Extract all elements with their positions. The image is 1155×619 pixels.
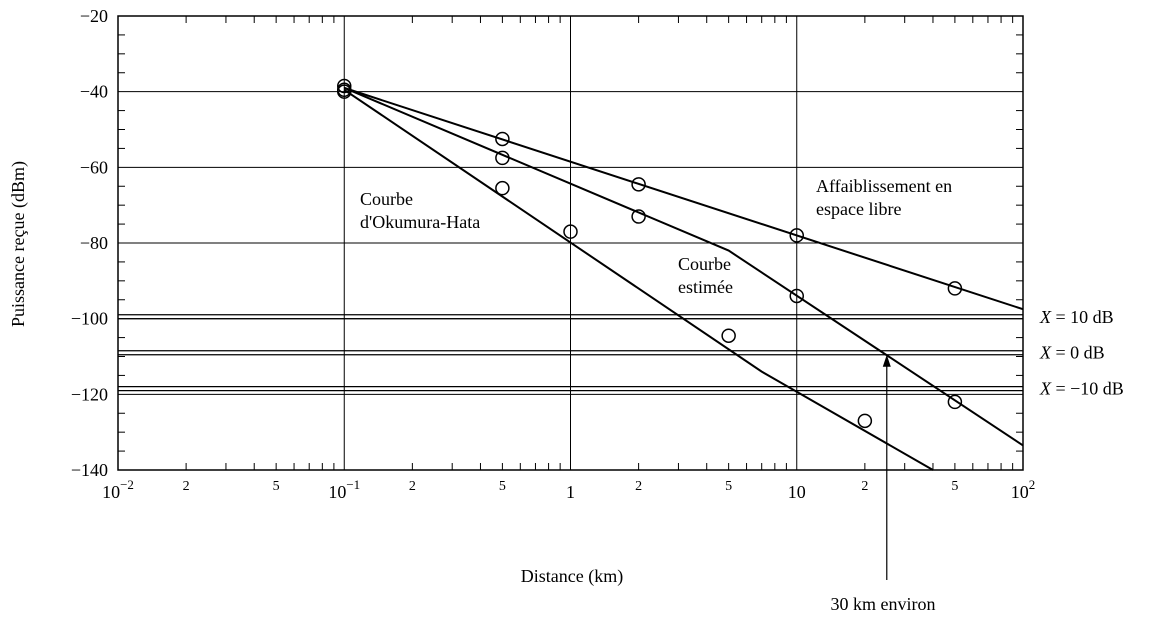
threshold-variable: X [1039,343,1052,363]
threshold-label: X = 10 dB [1039,307,1114,327]
x-minor-tick-label: 5 [951,479,958,494]
x-tick-label: 102 [1011,477,1036,502]
data-point [631,177,646,192]
x-minor-tick-label: 2 [409,479,416,494]
data-point [631,209,646,224]
threshold-value: = 0 dB [1051,343,1105,363]
threshold-value: = −10 dB [1051,379,1124,399]
series-label: Courbe estimée [678,254,733,297]
series-label-line: Courbe [360,189,413,209]
x-tick-base: 10 [328,482,346,502]
data-point [337,78,352,94]
threshold-labels: X = 10 dBX = 0 dBX = −10 dB [1039,307,1124,399]
series-label-line: Courbe [678,254,731,274]
threshold-lines [118,314,1023,392]
series-line [343,86,1024,447]
y-tick-label: −40 [80,82,108,102]
minor-ticks [118,16,1023,470]
x-axis-label: Distance (km) [521,566,623,587]
annotation-arrow-head [882,354,891,367]
y-tick-labels: −20 −40 −60 −80 −100 −120 −140 [71,6,108,480]
x-minor-tick-label: 5 [499,479,506,494]
x-tick-label: 10−1 [328,477,360,502]
threshold-value: = 10 dB [1051,307,1114,327]
data-point [721,328,736,343]
series-line [343,88,934,471]
y-tick-label: −120 [71,384,108,404]
x-minor-tick-label: 2 [635,479,642,494]
x-tick-label: 1 [566,482,575,502]
data-point [495,131,510,147]
series-label-line: d'Okumura-Hata [360,212,480,232]
y-tick-label: −80 [80,233,108,253]
data-point [947,281,963,296]
threshold-label: X = −10 dB [1039,379,1124,399]
y-tick-label: −60 [80,157,108,177]
data-point [857,413,873,429]
y-tick-label: −20 [80,6,108,26]
x-tick-label: 10−2 [102,477,134,502]
data-point [947,394,963,410]
x-minor-tick-label: 5 [273,479,280,494]
series-label: Affaiblissement en espace libre [816,176,952,219]
data-point [495,180,510,196]
series-group [337,78,1024,471]
data-point [789,228,804,243]
y-tick-label: −140 [71,460,108,480]
data-point [495,150,510,166]
x-tick-exponent: 2 [1029,477,1036,492]
x-tick-base: 10 [1011,482,1029,502]
data-point [337,84,352,99]
x-minor-tick-label: 2 [861,479,868,494]
x-minor-tick-label: 2 [183,479,190,494]
data-point [563,224,578,239]
data-point [789,288,804,304]
plot-frame [117,15,1024,471]
x-tick-base: 10 [788,482,806,502]
series-labels: Affaiblissement en espace libre Courbe esti… [360,176,952,297]
series-label-line: espace libre [816,199,901,219]
x-tick-exponent: −1 [346,477,360,492]
x-tick-label: 10 [788,482,806,502]
series-label-line: Affaiblissement en [816,176,952,196]
y-axis-label: Puissance reçue (dBm) [8,161,29,327]
series-line [343,86,1024,311]
y-tick-label: −100 [71,309,108,329]
threshold-label: X = 0 dB [1039,343,1105,363]
series-label-line: estimée [678,277,733,297]
x-tick-exponent: −2 [120,477,134,492]
x-tick-base: 1 [566,482,575,502]
annotation-group [882,354,891,580]
threshold-variable: X [1039,379,1052,399]
x-tick-base: 10 [102,482,120,502]
threshold-variable: X [1039,307,1052,327]
annotation-label: 30 km environ [831,594,936,614]
x-minor-tick-label: 5 [725,479,732,494]
series-label: Courbe d'Okumura-Hata [360,189,480,232]
